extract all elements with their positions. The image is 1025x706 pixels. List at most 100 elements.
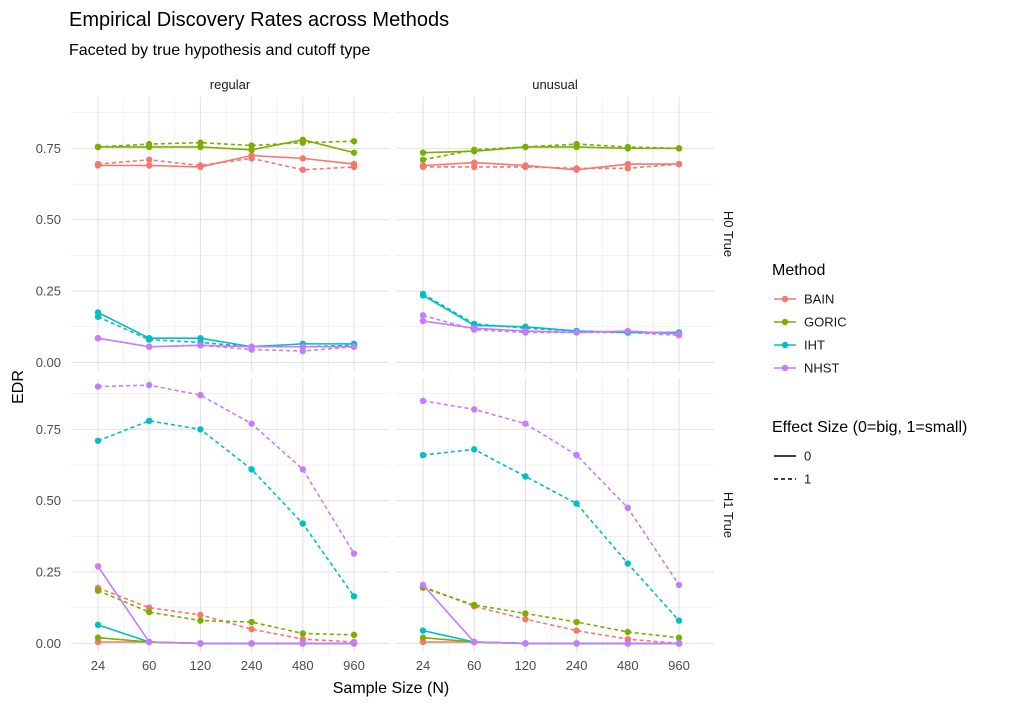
data-point — [624, 640, 631, 647]
data-point — [522, 162, 529, 169]
data-point — [350, 138, 358, 145]
legend-swatch-point — [781, 295, 789, 303]
data-point — [471, 601, 478, 609]
data-point — [197, 391, 204, 399]
data-point — [197, 426, 204, 433]
data-point — [675, 617, 683, 624]
data-point — [94, 334, 102, 342]
data-point — [624, 327, 631, 335]
x-tick-label: 480 — [617, 658, 639, 673]
data-point — [94, 634, 102, 641]
chart-subtitle: Faceted by true hypothesis and cutoff ty… — [69, 42, 370, 59]
x-tick-label: 24 — [416, 658, 430, 673]
data-point — [94, 309, 102, 316]
x-tick-label: 480 — [292, 658, 314, 673]
data-point — [675, 145, 683, 152]
data-point — [350, 149, 358, 156]
data-point — [248, 618, 255, 626]
y-tick-label: 0.00 — [36, 355, 61, 370]
data-point — [419, 312, 427, 319]
legend-label: IHT — [804, 338, 825, 353]
data-point — [299, 520, 306, 527]
data-point — [675, 160, 683, 168]
legend-swatch-point — [781, 318, 789, 326]
data-point — [146, 417, 153, 425]
data-point — [94, 437, 102, 444]
series-line — [422, 320, 680, 335]
data-point — [197, 640, 204, 647]
data-point — [350, 631, 358, 639]
chart-title: Empirical Discovery Rates across Methods — [69, 9, 449, 31]
panel — [396, 97, 714, 371]
data-point — [419, 627, 427, 634]
legend-swatch-point — [781, 341, 789, 349]
data-point — [419, 292, 427, 299]
data-point — [522, 420, 529, 427]
series-line — [97, 384, 355, 554]
x-tick-label: 120 — [515, 658, 537, 673]
data-point — [675, 634, 683, 641]
data-point — [573, 451, 580, 459]
data-point — [94, 621, 102, 629]
y-tick-label: 0.75 — [36, 141, 61, 156]
data-point — [573, 640, 580, 647]
x-axis-title: Sample Size (N) — [333, 680, 449, 697]
data-point — [197, 334, 204, 342]
data-point — [350, 593, 358, 600]
data-point — [248, 343, 255, 350]
data-point — [248, 466, 255, 473]
data-point — [471, 446, 478, 453]
data-point — [350, 343, 358, 350]
data-point — [471, 324, 478, 332]
legend-label: BAIN — [804, 292, 834, 307]
y-tick-label: 0.50 — [36, 212, 61, 227]
legend-label: GORIC — [804, 315, 847, 330]
data-point — [350, 160, 358, 168]
series-line — [422, 294, 679, 334]
data-point — [146, 156, 153, 163]
series-line — [98, 138, 355, 154]
y-axis-title: EDR — [10, 370, 27, 404]
data-point — [675, 640, 683, 647]
data-point — [471, 406, 478, 413]
data-point — [146, 343, 153, 350]
legend-label: NHST — [804, 361, 839, 376]
facet-row-label: H1 True — [721, 492, 736, 538]
data-point — [146, 334, 153, 342]
data-point — [248, 152, 255, 159]
data-point — [522, 640, 529, 647]
data-point — [522, 143, 529, 151]
data-point — [624, 560, 631, 567]
data-point — [573, 500, 580, 507]
data-point — [419, 581, 427, 589]
data-point — [94, 383, 102, 390]
panel: 24 60 120 240 480 960 — [396, 378, 714, 673]
data-point — [624, 160, 631, 168]
x-tick-label: 24 — [91, 658, 105, 673]
series-line — [97, 419, 355, 597]
series-line — [98, 154, 355, 168]
data-point — [573, 329, 580, 336]
legend-effect-title: Effect Size (0=big, 1=small) — [772, 419, 967, 436]
data-point — [419, 634, 427, 641]
data-point — [299, 630, 306, 637]
data-point — [419, 149, 427, 156]
series-line — [97, 337, 354, 348]
data-point — [350, 640, 358, 647]
data-point — [299, 466, 306, 473]
series-line — [422, 400, 680, 586]
data-point — [471, 148, 478, 155]
data-point — [624, 145, 631, 152]
data-point — [522, 615, 529, 623]
data-point — [419, 317, 427, 325]
data-point — [675, 581, 683, 589]
data-point — [248, 420, 255, 427]
series-line — [422, 584, 679, 645]
legend-label: 0 — [804, 449, 811, 464]
series-line — [422, 585, 680, 645]
y-tick-label: 0.25 — [36, 565, 61, 580]
x-tick-label: 240 — [566, 658, 588, 673]
data-point — [197, 163, 204, 171]
legend: Method Effect Size (0=big, 1=small) BAIN… — [772, 262, 967, 487]
